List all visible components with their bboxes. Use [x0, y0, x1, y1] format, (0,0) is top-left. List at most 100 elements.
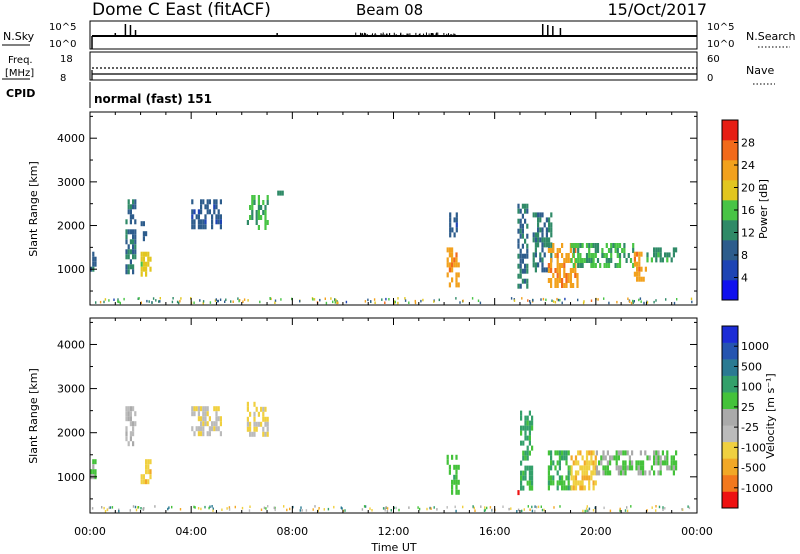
power-cell: [655, 252, 658, 258]
velocity-speck: [221, 508, 223, 511]
velocity-cell: [631, 465, 634, 471]
velocity-colorbar-segment: [722, 375, 738, 393]
power-cell: [521, 223, 524, 229]
velocity-speck: [395, 506, 397, 510]
velocity-cell: [547, 465, 550, 471]
power-cell: [142, 261, 145, 267]
power-cell: [451, 252, 454, 258]
velocity-cell: [200, 431, 203, 437]
power-cell: [585, 253, 589, 258]
power-speck: [632, 299, 634, 303]
power-speck: [557, 298, 560, 302]
velocity-speck: [662, 506, 664, 509]
power-speck: [388, 298, 390, 301]
velocity-cell: [522, 470, 525, 476]
power-speck: [151, 301, 153, 304]
power-colorbar: 4 8 12 16 20 24 28: [721, 119, 755, 301]
power-ytick-label: 4000: [57, 132, 85, 145]
power-cell: [572, 283, 575, 288]
velocity-cell: [200, 406, 203, 412]
power-cell: [266, 195, 269, 200]
velocity-cell: [572, 460, 575, 466]
velocity-cell: [583, 470, 586, 476]
velocity-speck: [212, 509, 214, 512]
velocity-cell: [129, 411, 132, 417]
power-speck: [542, 297, 545, 301]
velocity-speck: [301, 509, 303, 512]
power-cell: [455, 217, 458, 223]
velocity-cell: [455, 469, 458, 475]
velocity-speck: [283, 505, 285, 508]
power-cell: [541, 242, 544, 248]
velocity-cell: [639, 470, 642, 476]
velocity-ytick-label: 3000: [57, 383, 85, 396]
power-cell: [576, 278, 579, 283]
power-speck: [638, 298, 640, 302]
velocity-colorbar-tick-label: 1000: [741, 340, 769, 353]
freq-tick-bottom: 8: [60, 73, 66, 84]
power-cell: [451, 257, 454, 263]
velocity-cell: [453, 474, 456, 480]
power-speck: [291, 297, 293, 301]
power-cell: [264, 205, 267, 210]
power-cell: [142, 256, 145, 262]
velocity-cell: [563, 455, 566, 461]
velocity-speck: [609, 509, 612, 513]
power-cell: [94, 261, 97, 267]
velocity-cell: [624, 465, 627, 471]
power-cell: [202, 199, 205, 205]
power-speck: [381, 298, 383, 301]
power-speck: [640, 300, 642, 303]
velocity-cell: [552, 480, 555, 486]
power-speck: [137, 297, 139, 300]
velocity-speck: [111, 506, 114, 509]
velocity-cell: [451, 489, 454, 495]
velocity-cell: [590, 460, 593, 466]
velocity-speck: [104, 510, 107, 513]
velocity-speck: [263, 506, 266, 510]
velocity-colorbar-segment: [722, 359, 738, 376]
velocity-speck: [118, 509, 120, 513]
velocity-cell: [588, 450, 591, 456]
power-speck: [324, 297, 326, 300]
velocity-cell: [253, 431, 256, 437]
velocity-cell: [659, 470, 662, 476]
power-cell: [592, 263, 595, 268]
velocity-cell: [675, 460, 678, 466]
velocity-cell: [262, 416, 265, 422]
power-cell: [640, 266, 643, 272]
velocity-cell: [572, 485, 575, 491]
power-cell: [526, 268, 529, 274]
power-cell: [92, 256, 95, 262]
power-cell: [519, 223, 522, 229]
power-cell: [215, 204, 218, 210]
power-cell: [251, 210, 254, 215]
velocity-cell: [147, 464, 150, 470]
power-cell: [449, 232, 452, 238]
velocity-cell: [213, 426, 216, 432]
velocity-cell: [202, 426, 205, 432]
velocity-cell: [145, 464, 148, 470]
power-speck: [510, 297, 513, 300]
velocity-speck: [267, 505, 269, 508]
velocity-cell: [577, 480, 580, 486]
power-speck: [561, 301, 563, 305]
velocity-cell: [666, 460, 669, 466]
power-cell: [142, 231, 145, 237]
velocity-cell: [585, 460, 589, 466]
velocity-speck: [531, 505, 533, 509]
velocity-cell: [583, 475, 586, 481]
power-cell: [547, 263, 550, 268]
power-cell: [197, 209, 200, 215]
velocity-cell: [639, 450, 642, 456]
velocity-speck: [361, 508, 364, 511]
velocity-cell: [565, 485, 568, 491]
power-cell: [618, 243, 622, 248]
velocity-cell: [531, 470, 534, 476]
velocity-cell: [204, 421, 207, 427]
power-cell: [279, 190, 282, 196]
velocity-speck: [101, 506, 103, 509]
velocity-cell: [672, 465, 675, 471]
power-cell: [550, 248, 553, 253]
power-cell: [640, 276, 643, 282]
